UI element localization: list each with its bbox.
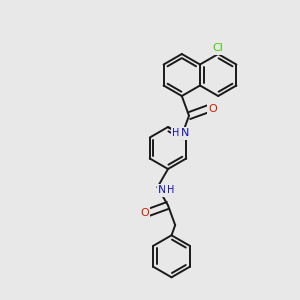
Text: N: N [158,185,167,195]
Text: H: H [172,128,179,139]
Text: H: H [167,185,174,195]
Text: O: O [140,208,148,218]
Text: O: O [208,103,217,114]
Text: N: N [181,128,189,139]
Text: Cl: Cl [213,43,224,53]
